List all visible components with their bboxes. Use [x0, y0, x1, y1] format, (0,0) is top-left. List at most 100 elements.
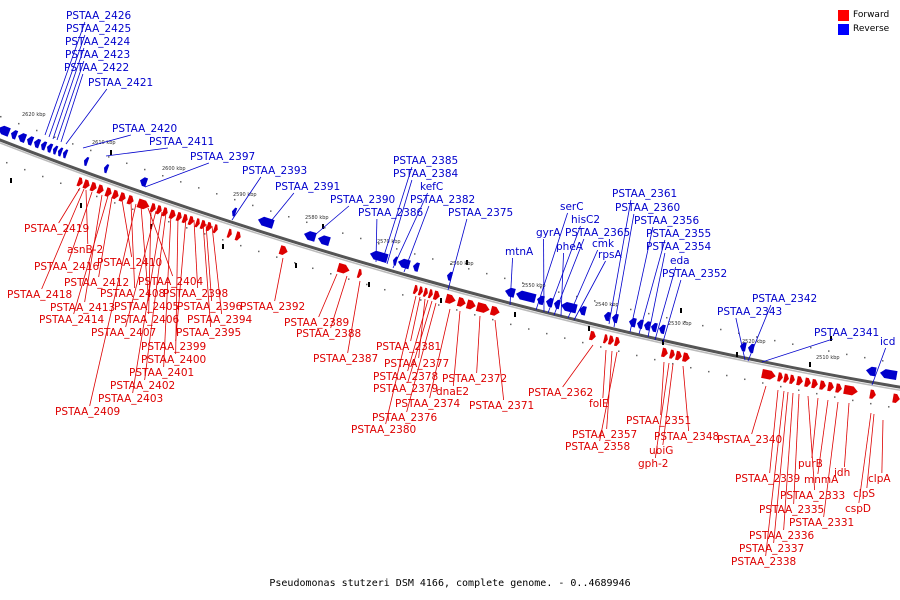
- leader-line: [163, 213, 172, 368]
- gene-arrow: [336, 262, 350, 274]
- guide-dot: [594, 300, 596, 302]
- gene-label: PSTAA_2381: [376, 341, 441, 353]
- gene-arrow: [682, 352, 690, 362]
- guide-dot: [54, 136, 56, 139]
- guide-dot: [582, 341, 584, 344]
- gene-arrow: [417, 286, 423, 296]
- gene-arrow: [413, 262, 420, 272]
- gene-label: PSTAA_2426: [66, 10, 132, 22]
- leader-line: [318, 273, 338, 318]
- gene-arrow: [304, 231, 317, 242]
- guide-dot: [36, 129, 38, 132]
- leader-line: [793, 393, 800, 505]
- leader-line: [638, 239, 666, 335]
- gene-label: kefC: [420, 181, 443, 193]
- gene-label: PSTAA_2396: [177, 301, 243, 313]
- guide-dot: [864, 356, 866, 359]
- leader-line: [52, 47, 85, 140]
- leader-line: [553, 238, 585, 316]
- guide-dot: [114, 202, 116, 204]
- guide-dot: [438, 304, 440, 306]
- gene-label: cspD: [845, 503, 871, 515]
- gene-label: PSTAA_2376: [372, 412, 438, 424]
- leader-line: [823, 401, 839, 518]
- leader-line: [375, 218, 378, 263]
- guide-dot: [546, 332, 548, 335]
- leader-line: [392, 192, 428, 269]
- leader-line: [871, 347, 887, 386]
- leader-line: [608, 199, 632, 325]
- leader-line: [773, 391, 789, 544]
- gene-arrow: [27, 136, 35, 146]
- lane-tick: [80, 203, 82, 208]
- guide-dot: [738, 332, 740, 335]
- leader-line: [562, 344, 594, 388]
- leader-line: [654, 362, 670, 459]
- leader-line: [662, 279, 682, 343]
- leader-line: [48, 34, 86, 138]
- leader-line: [751, 385, 767, 435]
- guide-dot: [474, 314, 476, 316]
- gene-arrow: [777, 372, 783, 382]
- leader-line: [547, 225, 581, 314]
- leader-line: [535, 212, 568, 311]
- guide-dot: [324, 227, 326, 229]
- gene-label: PSTAA_2420: [112, 123, 177, 135]
- guide-dot: [798, 389, 800, 391]
- gene-label: mnmA: [804, 474, 839, 486]
- leader-line: [84, 194, 103, 303]
- lane-tick: [222, 244, 224, 249]
- leader-line: [599, 351, 618, 442]
- leader-line: [330, 275, 348, 329]
- coordinate-tick-label: 2590 kbp: [233, 192, 257, 198]
- gene-arrow: [819, 380, 826, 390]
- gene-arrow: [607, 335, 614, 345]
- leader-line: [735, 317, 746, 361]
- guide-dot: [600, 346, 602, 348]
- gene-arrow: [318, 235, 331, 246]
- guide-dot: [276, 256, 278, 258]
- gene-arrow: [34, 138, 42, 149]
- leader-line: [98, 196, 113, 278]
- guide-dot: [306, 221, 308, 224]
- gene-arrow: [53, 145, 59, 155]
- leader-line: [843, 402, 850, 468]
- leader-line: [148, 208, 152, 315]
- gene-arrow: [41, 141, 48, 151]
- leader-line: [89, 203, 137, 407]
- guide-dot: [378, 242, 380, 245]
- leader-line: [682, 365, 690, 432]
- gene-arrow: [96, 184, 104, 194]
- gene-label: PSTAA_2339: [735, 473, 800, 485]
- legend-swatch-forward: [838, 9, 849, 21]
- gene-arrow: [796, 375, 803, 386]
- gene-label: PSTAA_2392: [240, 301, 305, 313]
- gene-label: PSTAA_2385: [393, 155, 458, 167]
- lane-tick: [514, 312, 516, 317]
- coordinate-tick-label: 2600 kbp: [162, 166, 186, 172]
- guide-dot: [330, 273, 332, 275]
- coordinate-tick-label: 2520 kbp: [742, 339, 766, 345]
- guide-dot: [834, 396, 836, 398]
- leader-line: [274, 257, 284, 302]
- gene-arrow: [370, 250, 389, 263]
- gene-label: eda: [670, 255, 690, 267]
- gene-arrow: [82, 179, 90, 189]
- guide-dot: [792, 343, 794, 345]
- gene-label: PSTAA_2394: [187, 314, 253, 326]
- guide-dot: [108, 156, 110, 158]
- guide-dot: [702, 324, 704, 327]
- guide-dot: [420, 299, 422, 301]
- leader-line: [231, 176, 262, 221]
- guide-dot: [234, 198, 236, 201]
- leader-line: [58, 187, 81, 224]
- guide-dot: [384, 288, 386, 291]
- guide-dot: [744, 378, 746, 381]
- gene-arrow: [465, 299, 476, 310]
- leader-line: [410, 296, 421, 342]
- gene-label: PSTAA_2360: [615, 202, 680, 214]
- gene-label: PSTAA_2386: [358, 207, 424, 219]
- gene-arrow: [232, 207, 238, 217]
- guide-dot: [504, 277, 506, 280]
- guide-dot: [144, 168, 146, 171]
